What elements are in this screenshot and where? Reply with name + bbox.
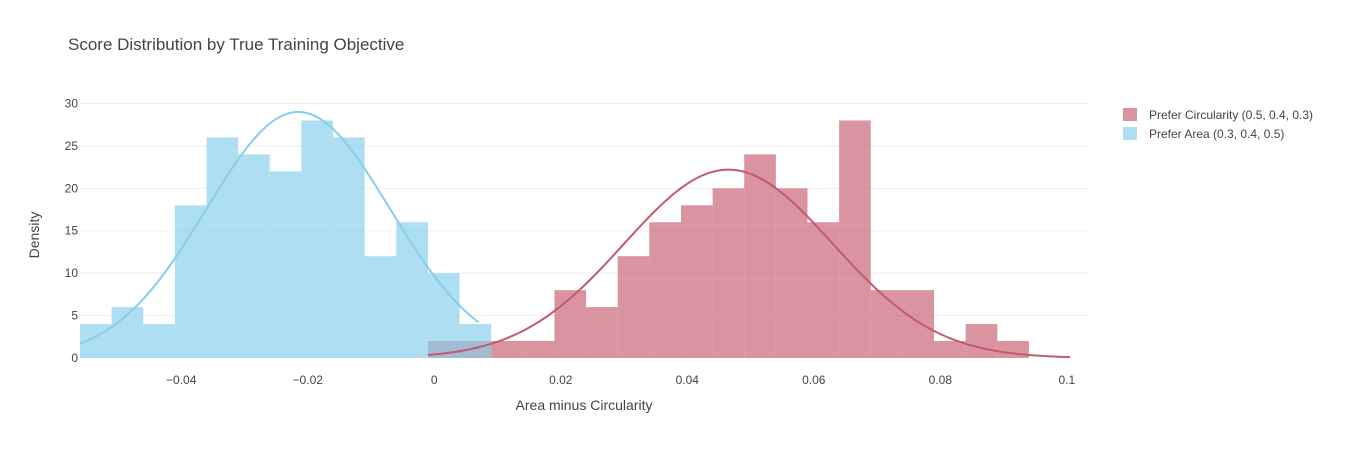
- y-tick-label: 30: [65, 96, 79, 110]
- x-tick-label: 0: [431, 373, 438, 387]
- histogram-bars: [80, 120, 1029, 358]
- chart-title: Score Distribution by True Training Obje…: [68, 35, 404, 54]
- x-tick-label: −0.02: [293, 373, 324, 387]
- bar-series-0: [427, 120, 1029, 358]
- histogram-bar: [238, 154, 270, 358]
- histogram-bar: [364, 256, 397, 358]
- histogram-bar: [680, 205, 713, 358]
- legend-label-prefer-circularity: Prefer Circularity (0.5, 0.4, 0.3): [1149, 108, 1313, 122]
- histogram-bar: [522, 341, 555, 358]
- x-tick-label: −0.04: [166, 373, 197, 387]
- y-tick-label: 5: [71, 309, 78, 323]
- histogram-bar: [586, 307, 618, 358]
- histogram-bar: [333, 137, 365, 358]
- histogram-bar: [491, 341, 523, 358]
- x-axis-ticks: −0.04 −0.02 0 0.02 0.04 0.06 0.08 0.1: [166, 373, 1075, 387]
- histogram-bar: [965, 324, 998, 358]
- histogram-bar: [649, 222, 681, 358]
- histogram-bar: [839, 120, 871, 358]
- legend-item-prefer-circularity[interactable]: Prefer Circularity (0.5, 0.4, 0.3): [1123, 108, 1313, 122]
- histogram-bar: [174, 205, 207, 358]
- legend-swatch-prefer-area: [1123, 127, 1137, 140]
- x-tick-label: 0.06: [802, 373, 826, 387]
- bar-series-1: [80, 120, 492, 358]
- density-curve-1: [79, 110, 480, 345]
- x-axis-title: Area minus Circularity: [516, 397, 653, 413]
- histogram-bar: [301, 120, 334, 358]
- histogram-bar: [775, 188, 808, 358]
- histogram-bar: [269, 171, 302, 358]
- histogram-bar: [934, 341, 966, 358]
- histogram-bar: [554, 290, 587, 358]
- y-tick-label: 20: [65, 181, 79, 195]
- x-tick-label: 0.08: [929, 373, 953, 387]
- x-tick-label: 0.1: [1059, 373, 1076, 387]
- density-curve-0: [427, 168, 1071, 359]
- x-tick-label: 0.04: [676, 373, 700, 387]
- histogram-bar: [459, 324, 492, 358]
- legend-label-prefer-area: Prefer Area (0.3, 0.4, 0.5): [1149, 127, 1284, 141]
- histogram-bar: [870, 290, 903, 358]
- y-tick-label: 15: [65, 224, 79, 238]
- y-axis-ticks: 0 5 10 15 20 25 30: [65, 96, 79, 365]
- legend[interactable]: Prefer Circularity (0.5, 0.4, 0.3) Prefe…: [1123, 108, 1313, 141]
- histogram-bar: [712, 188, 745, 358]
- histogram-bar: [807, 222, 840, 358]
- histogram-bar: [143, 324, 175, 358]
- histogram-bar: [744, 154, 776, 358]
- y-tick-label: 0: [71, 351, 78, 365]
- x-tick-label: 0.02: [549, 373, 573, 387]
- y-axis-title: Density: [26, 212, 42, 259]
- y-tick-label: 10: [65, 266, 79, 280]
- y-tick-label: 25: [65, 139, 79, 153]
- histogram-bar: [206, 137, 239, 358]
- legend-item-prefer-area[interactable]: Prefer Area (0.3, 0.4, 0.5): [1123, 127, 1284, 141]
- histogram-bar: [902, 290, 935, 358]
- legend-swatch-prefer-circularity: [1123, 108, 1137, 121]
- density-curves: [79, 110, 1071, 359]
- histogram-bar: [427, 273, 460, 358]
- histogram-bar: [617, 256, 650, 358]
